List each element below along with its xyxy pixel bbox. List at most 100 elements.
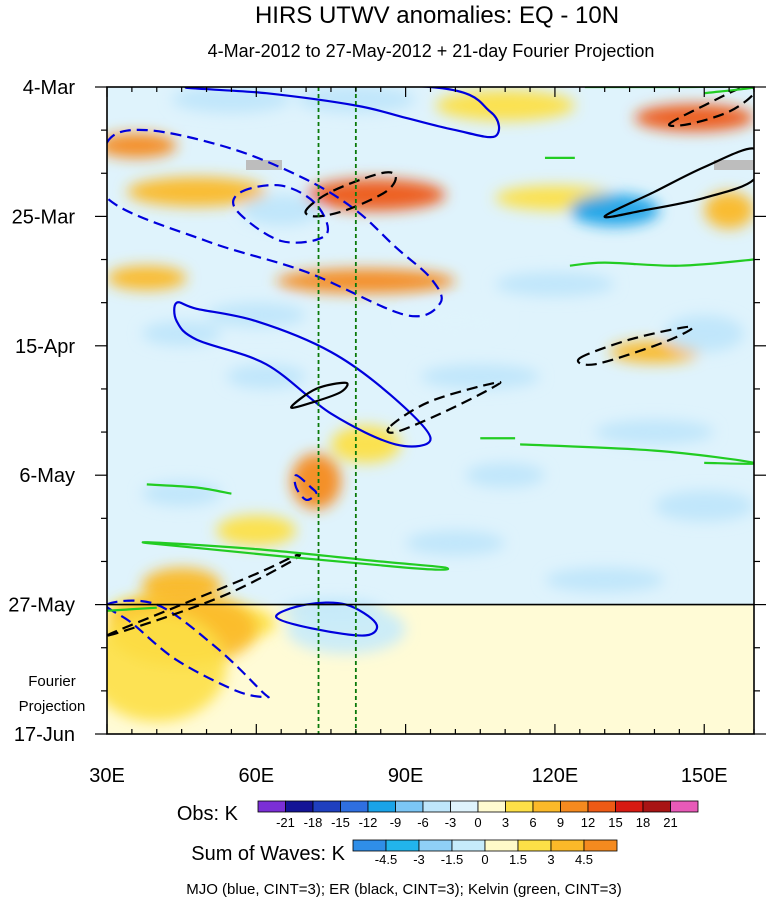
obs-anomaly-blob [216, 515, 297, 547]
er-contour [668, 87, 754, 128]
missing-data-patch [714, 160, 754, 170]
obs-anomaly-blob [405, 530, 506, 556]
waves-colorbar-level-label: -4.5 [375, 852, 397, 867]
er-contour [603, 147, 754, 219]
x-tick-label: 120E [532, 765, 579, 787]
obs-anomaly-blob [126, 176, 267, 207]
obs-anomaly-blob [544, 567, 665, 593]
waves-colorbar-level-label: 1.5 [509, 852, 527, 867]
x-axis: 30E 60E 90E 120E 150E [89, 87, 755, 787]
plot-area [107, 87, 754, 734]
waves-colorbar-swatch [484, 839, 519, 852]
obs-colorbar-swatch [477, 800, 506, 813]
obs-colorbar-level-label: -6 [417, 815, 429, 830]
er-contour [289, 381, 349, 409]
obs-anomaly-blob [330, 425, 401, 463]
obs-colorbar-level-label: -15 [331, 815, 350, 830]
waves-colorbar: -4.5 -3 -1.5 0 1.5 3 4.5 [352, 839, 618, 867]
obs-colorbar-level-label: 3 [502, 815, 509, 830]
obs-colorbar-swatch [285, 800, 314, 813]
obs-colorbar-swatch [312, 800, 341, 813]
obs-colorbar-swatch [642, 800, 671, 813]
obs-anomaly-blob [141, 321, 222, 346]
reference-longitude-lines [317, 87, 357, 734]
kelvin-contour [520, 443, 754, 465]
obs-anomaly-blob [296, 87, 416, 113]
y-tick-label: 17-Jun [14, 724, 75, 746]
projection-anomaly-blob [286, 604, 406, 654]
waves-colorbar-swatch [451, 839, 486, 852]
projection-shading [107, 592, 406, 722]
waves-colorbar-swatch [418, 839, 453, 852]
obs-colorbar: -21 -18 -15 -12 -9 -6 -3 0 3 6 9 12 15 18 21 [257, 800, 699, 830]
obs-colorbar-level-label: 18 [636, 815, 650, 830]
obs-colorbar-level-label: 15 [608, 815, 622, 830]
x-tick-label: 150E [681, 765, 728, 787]
waves-colorbar-level-label: -1.5 [441, 852, 463, 867]
obs-anomaly-blob [420, 364, 540, 389]
y-tick-label: 4-Mar [23, 77, 76, 99]
waves-colorbar-level-label: 0 [481, 852, 488, 867]
obs-colorbar-level-label: -18 [304, 815, 323, 830]
wave-contours [107, 87, 754, 699]
obs-anomaly-blob [206, 302, 307, 328]
waves-colorbar-label: Sum of Waves: K [191, 843, 345, 865]
y-tick-label: 6-May [19, 465, 75, 487]
y-tick-label: 27-May [8, 595, 75, 617]
obs-colorbar-level-label: 12 [581, 815, 595, 830]
projection-label-line-2: Projection [19, 698, 86, 715]
obs-anomaly-blob [435, 90, 575, 121]
waves-colorbar-level-label: 3 [547, 852, 554, 867]
kelvin-contour [142, 541, 450, 571]
obs-anomaly-blob [276, 268, 456, 294]
obs-colorbar-label: Obs: K [177, 803, 239, 825]
obs-colorbar-swatch [587, 800, 616, 813]
obs-colorbar-swatch [505, 800, 534, 813]
obs-colorbar-swatch [422, 800, 451, 813]
obs-anomaly-blob [594, 419, 715, 445]
waves-colorbar-swatch [517, 839, 552, 852]
kelvin-contour [107, 606, 157, 612]
waves-colorbar-swatch [385, 839, 420, 852]
obs-colorbar-level-label: -12 [359, 815, 378, 830]
mjo-contour [107, 128, 443, 318]
waves-colorbar-level-label: -3 [413, 852, 425, 867]
obs-colorbar-level-label: -21 [276, 815, 295, 830]
mjo-contour [232, 183, 330, 244]
obs-colorbar-swatch [257, 800, 286, 813]
projection-label-line-1: Fourier [28, 673, 76, 690]
obs-anomaly-blob [654, 490, 754, 522]
mjo-contour [173, 301, 432, 448]
waves-colorbar-swatch [550, 839, 585, 852]
obs-colorbar-swatch [532, 800, 561, 813]
projection-anomaly-blob [107, 610, 227, 722]
obs-colorbar-swatch [450, 800, 479, 813]
waves-colorbar-swatch [583, 839, 618, 852]
obs-anomaly-blob [291, 453, 341, 510]
obs-anomaly-blob [107, 133, 177, 158]
chart-title: HIRS UTWV anomalies: EQ - 10N [255, 2, 619, 29]
obs-anomaly-blob [107, 265, 187, 291]
obs-colorbar-level-label: -3 [445, 815, 457, 830]
mjo-contour [293, 474, 318, 502]
wave-legend-footnote: MJO (blue, CINT=3); ER (black, CINT=3); … [186, 881, 622, 898]
missing-data-patch [246, 160, 282, 170]
obs-anomaly-blob [634, 104, 754, 132]
x-tick-label: 90E [388, 765, 424, 787]
obs-colorbar-level-label: 0 [474, 815, 481, 830]
missing-data-patches [246, 160, 754, 170]
obs-colorbar-swatch [395, 800, 424, 813]
kelvin-contour [584, 87, 754, 95]
waves-colorbar-swatch [352, 839, 387, 852]
obs-anomaly-blob [226, 364, 307, 389]
obs-colorbar-swatch [670, 800, 699, 813]
er-contour [576, 325, 694, 366]
obs-anomaly-blob [495, 271, 615, 297]
y-tick-label: 15-Apr [15, 336, 75, 358]
obs-colorbar-level-label: -9 [390, 815, 402, 830]
x-tick-label: 30E [89, 765, 125, 787]
x-tick-label: 60E [239, 765, 275, 787]
mjo-contour [184, 87, 501, 139]
chart-subtitle: 4-Mar-2012 to 27-May-2012 + 21-day Fouri… [208, 41, 655, 61]
